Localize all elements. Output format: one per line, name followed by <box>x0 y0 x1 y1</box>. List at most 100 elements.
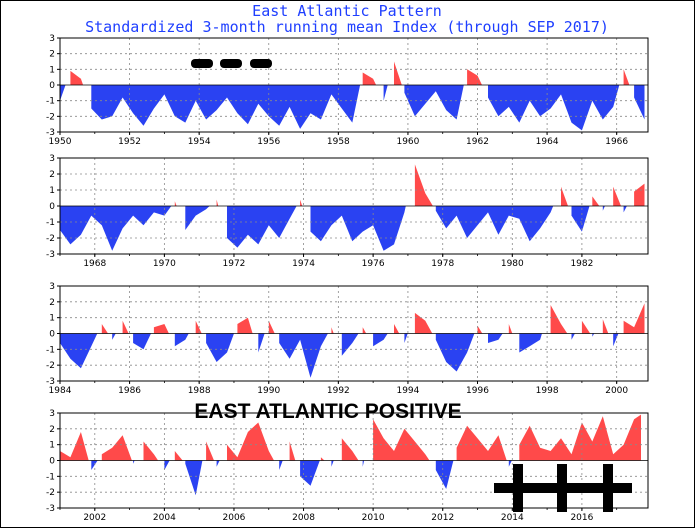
overlay-annotations: EAST ATLANTIC POSITIVE <box>191 59 632 512</box>
negative-area <box>164 460 170 470</box>
positive-area <box>592 196 600 206</box>
negative-area <box>404 85 464 120</box>
negative-area <box>216 460 220 467</box>
dash-mark <box>220 59 242 68</box>
positive-area <box>456 425 507 461</box>
negative-area <box>435 460 454 489</box>
x-tick-label: 1996 <box>466 386 489 396</box>
y-tick-label: 1 <box>49 65 55 75</box>
x-tick-label: 2008 <box>292 513 315 523</box>
positive-area <box>394 324 400 334</box>
negative-area <box>227 206 297 248</box>
x-tick-label: 1950 <box>49 137 72 147</box>
positive-area <box>519 414 641 461</box>
negative-area <box>279 460 283 470</box>
y-tick-label: -3 <box>46 250 55 260</box>
negative-area <box>383 85 388 101</box>
x-tick-label: 1954 <box>188 137 211 147</box>
y-tick-label: 2 <box>49 298 55 308</box>
x-tick-label: 2002 <box>83 513 106 523</box>
negative-area <box>488 333 503 343</box>
y-tick-label: 1 <box>49 314 55 324</box>
x-tick-label: 1962 <box>466 137 489 147</box>
y-tick-label: 3 <box>49 409 55 419</box>
negative-area <box>519 333 542 353</box>
x-tick-label: 1998 <box>536 386 559 396</box>
positive-area <box>289 441 296 461</box>
y-tick-label: 3 <box>49 282 55 292</box>
negative-area <box>112 333 116 340</box>
y-tick-label: -2 <box>46 112 55 122</box>
y-tick-label: -1 <box>46 97 55 107</box>
x-tick-label: 1974 <box>292 259 315 269</box>
y-tick-label: -2 <box>46 361 55 371</box>
negative-area <box>91 460 98 470</box>
negative-area <box>404 333 408 343</box>
negative-area <box>602 206 605 211</box>
positive-area <box>268 320 275 334</box>
negative-area <box>279 333 328 378</box>
positive-area <box>300 199 303 206</box>
y-tick-label: 2 <box>49 425 55 435</box>
negative-area <box>331 460 334 467</box>
negative-area <box>592 333 595 337</box>
x-tick-label: 1976 <box>362 259 385 269</box>
y-tick-label: 0 <box>49 81 55 91</box>
negative-area <box>60 85 66 101</box>
positive-area <box>550 305 568 334</box>
x-tick-label: 1960 <box>396 137 419 147</box>
positive-area <box>206 441 214 461</box>
positive-area <box>216 199 219 206</box>
x-tick-label: 1988 <box>188 386 211 396</box>
plus-mark-v <box>513 464 523 512</box>
negative-area <box>613 333 619 347</box>
panel-4: 3 2 1 0 -1 -2 -3 2002 2004 2006 2008 2010 2012 2014 20… <box>46 409 649 523</box>
negative-area <box>435 206 554 242</box>
x-tick-label: 1966 <box>605 137 628 147</box>
x-tick-label: 1958 <box>327 137 350 147</box>
negative-area <box>206 333 234 362</box>
y-tick-label: -3 <box>46 504 55 514</box>
positive-area <box>581 320 591 334</box>
positive-area <box>195 320 202 334</box>
x-tick-label: 1984 <box>49 386 72 396</box>
positive-area <box>320 457 325 461</box>
positive-area <box>362 72 377 85</box>
negative-area <box>300 460 320 486</box>
negative-area <box>185 460 203 496</box>
y-tick-label: -2 <box>46 488 55 498</box>
y-tick-label: 3 <box>49 154 55 164</box>
x-tick-label: 2000 <box>605 386 628 396</box>
negative-area <box>91 85 361 129</box>
positive-area <box>60 432 89 461</box>
positive-area <box>373 419 430 461</box>
positive-area <box>122 320 129 334</box>
positive-area <box>143 441 159 461</box>
y-tick-label: 0 <box>49 202 55 212</box>
x-tick-label: 1990 <box>257 386 280 396</box>
x-tick-label: 1980 <box>501 259 524 269</box>
negative-area <box>634 85 645 120</box>
x-tick-label: 1982 <box>570 259 593 269</box>
y-tick-label: 2 <box>49 50 55 60</box>
negative-area <box>133 333 151 350</box>
plus-mark-v <box>557 464 567 512</box>
y-tick-label: -3 <box>46 128 55 138</box>
positive-area <box>467 69 482 85</box>
x-tick-label: 2012 <box>431 513 454 523</box>
positive-area <box>623 303 645 334</box>
positive-area <box>394 61 402 85</box>
positive-area <box>414 312 433 334</box>
x-tick-label: 2014 <box>501 513 524 523</box>
positive-area <box>227 422 274 461</box>
negative-area <box>185 206 210 230</box>
dash-mark <box>191 59 213 68</box>
positive-area <box>331 327 334 334</box>
positive-area <box>613 186 621 206</box>
y-tick-label: 0 <box>49 330 55 340</box>
positive-area <box>477 325 483 334</box>
x-tick-label: 2006 <box>223 513 246 523</box>
x-tick-label: 1972 <box>223 259 246 269</box>
positive-area <box>508 324 513 334</box>
